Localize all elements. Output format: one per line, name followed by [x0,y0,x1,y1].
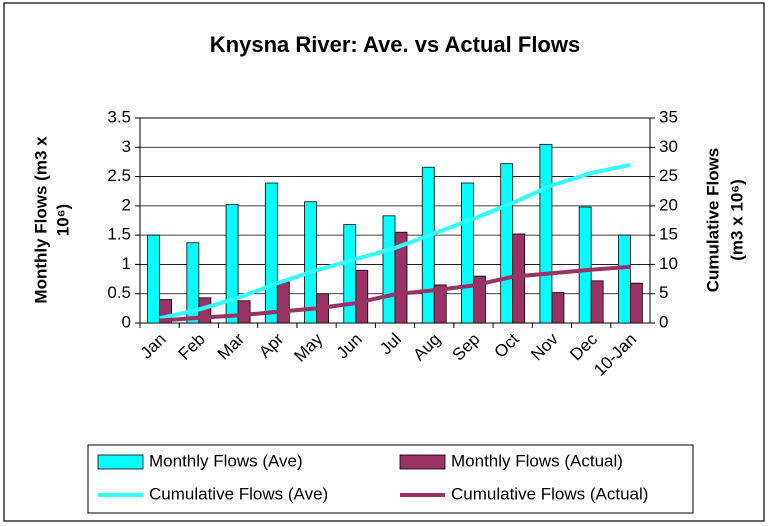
bar [617,234,631,324]
bar [433,284,447,324]
bar [394,231,408,324]
bar [578,206,592,324]
bar [276,281,290,324]
legend-swatch [399,454,446,470]
y2-axis-label: Cumulative Flows (m3 x 10⁶) [703,148,746,293]
y-axis-label-line: 10⁶) [53,204,72,236]
y-tick-label: 0.5 [107,283,131,302]
legend-swatch [97,454,144,470]
bar [382,215,396,324]
bar [304,201,317,324]
bar [590,280,604,324]
bar [343,224,357,324]
y-axis-label: Monthly Flows (m3 x 10⁶) [31,136,72,304]
y-tick-label: 2 [122,195,131,214]
y2-tick-label: 0 [659,312,668,331]
bar [539,143,553,324]
line-series [159,264,631,323]
y2-tick-label: 5 [659,283,668,302]
y2-axis-label-line: (m3 x 10⁶) [727,179,746,261]
chart-title: Knysna River: Ave. vs Actual Flows [210,32,580,57]
line-series [159,162,631,321]
y2-tick-label: 20 [659,195,678,214]
y2-axis-label-line: Cumulative Flows [703,148,722,293]
y2-tick-label: 35 [659,107,678,126]
y-tick-label: 0 [122,312,131,331]
legend-label: Cumulative Flows (Actual) [451,484,648,503]
y-axis-label-line: Monthly Flows (m3 x [31,136,50,304]
bar [500,163,514,324]
legend-label: Monthly Flows (Ave) [149,451,303,470]
y-tick-label: 3.5 [107,107,131,126]
bar [264,182,278,324]
legend-label: Cumulative Flows (Ave) [149,484,328,503]
y-tick-label: 2.5 [107,166,131,185]
y-tick-label: 1 [122,254,131,273]
bar [473,275,486,324]
y2-tick-label: 25 [659,166,678,185]
y2-tick-label: 15 [659,225,678,244]
legend-label: Monthly Flows (Actual) [451,451,623,470]
y-tick-label: 3 [122,137,131,156]
bar [147,234,161,324]
y2-tick-label: 10 [659,254,678,273]
y-tick-label: 1.5 [107,225,131,244]
bar [355,269,369,324]
bar [551,292,565,324]
bar [186,242,200,324]
y2-tick-label: 30 [659,137,678,156]
bar [421,166,435,324]
bar [461,182,474,324]
bar [225,204,239,324]
bar [629,282,643,324]
bar [237,300,251,324]
legend-box [87,444,694,514]
